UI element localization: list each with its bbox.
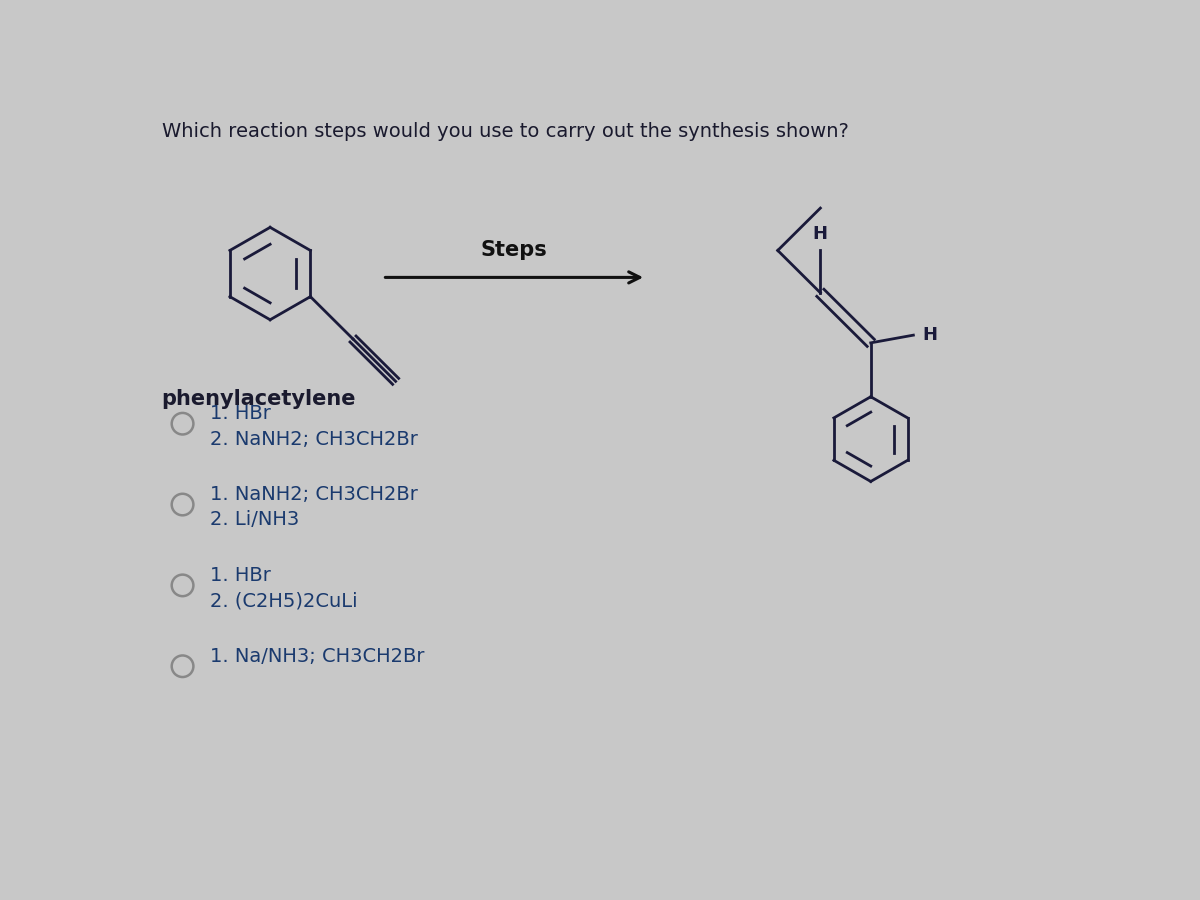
- Text: 2. NaNH2; CH3CH2Br: 2. NaNH2; CH3CH2Br: [210, 429, 419, 448]
- Text: 1. Na/NH3; CH3CH2Br: 1. Na/NH3; CH3CH2Br: [210, 647, 425, 666]
- Text: 1. HBr: 1. HBr: [210, 404, 271, 423]
- Text: 2. (C2H5)2CuLi: 2. (C2H5)2CuLi: [210, 591, 358, 610]
- Text: phenylacetylene: phenylacetylene: [162, 389, 356, 409]
- Text: Which reaction steps would you use to carry out the synthesis shown?: Which reaction steps would you use to ca…: [162, 122, 848, 141]
- Text: 2. Li/NH3: 2. Li/NH3: [210, 510, 300, 529]
- Text: H: H: [812, 225, 828, 243]
- Text: 1. HBr: 1. HBr: [210, 566, 271, 585]
- Text: 1. NaNH2; CH3CH2Br: 1. NaNH2; CH3CH2Br: [210, 485, 419, 504]
- Text: Steps: Steps: [481, 240, 547, 260]
- Text: H: H: [923, 326, 937, 344]
